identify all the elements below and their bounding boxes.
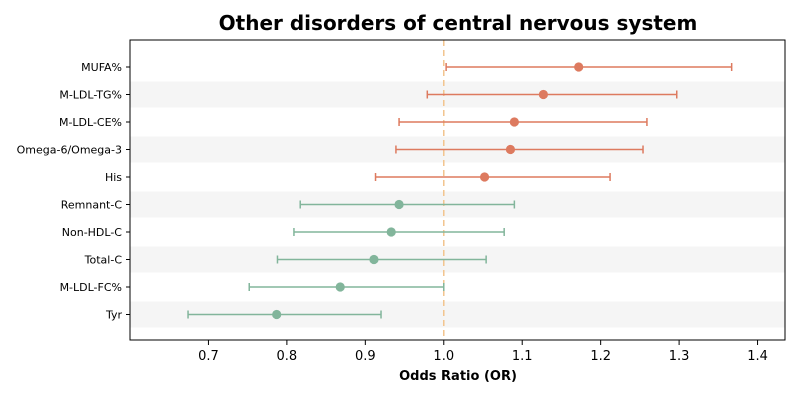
odds-ratio-point [505,144,516,155]
x-tick-label: 0.9 [355,349,376,364]
x-tick-label: 1.4 [747,349,768,364]
odds-ratio-point [369,254,379,265]
odds-ratio-point [509,117,519,127]
x-tick-label: 1.2 [590,349,611,364]
odds-ratio-point [386,227,396,237]
forest-row [426,89,678,100]
y-tick-label: His [105,171,122,184]
odds-ratio-point [538,89,548,100]
forest-row [276,254,487,265]
forest-row [248,282,445,292]
odds-ratio-point [394,199,404,210]
y-tick-label: Non-HDL-C [62,226,123,239]
y-tick-label: M-LDL-CE% [59,116,122,129]
x-tick-label: 0.8 [277,349,298,364]
odds-ratio-point [335,282,345,292]
y-tick-label: Remnant-C [61,199,123,212]
forest-row [293,227,505,237]
forest-row [187,309,382,320]
chart-title: Other disorders of central nervous syste… [219,11,698,35]
y-tick-label: Total-C [84,254,123,267]
forest-row [398,117,648,127]
odds-ratio-point [574,62,584,72]
y-tick-label: Omega-6/Omega-3 [17,144,122,157]
forest-row [395,144,644,155]
y-tick-label: M-LDL-TG% [59,89,122,102]
x-tick-label: 0.7 [198,349,219,364]
y-axis: MUFA% M-LDL-TG% M-LDL-CE% Omega-6/Omega-3 Hi… [17,61,130,322]
x-axis: 0.7 0.8 0.9 1.0 1.1 1.2 1.3 1.4 [198,340,768,364]
x-tick-label: 1.3 [669,349,690,364]
y-tick-label: MUFA% [81,61,122,74]
plot-frame [129,39,786,341]
odds-ratio-point [479,172,490,182]
x-tick-label: 1.1 [512,349,533,364]
forest-row [445,62,733,72]
forest-row [299,199,516,210]
x-axis-label: Odds Ratio (OR) [399,369,517,384]
x-tick-label: 1.0 [433,349,454,364]
y-tick-label: M-LDL-FC% [60,281,122,294]
y-tick-label: Tyr [105,309,123,322]
forest-row [374,172,611,182]
odds-ratio-point [272,309,282,320]
data-marks [187,62,733,320]
